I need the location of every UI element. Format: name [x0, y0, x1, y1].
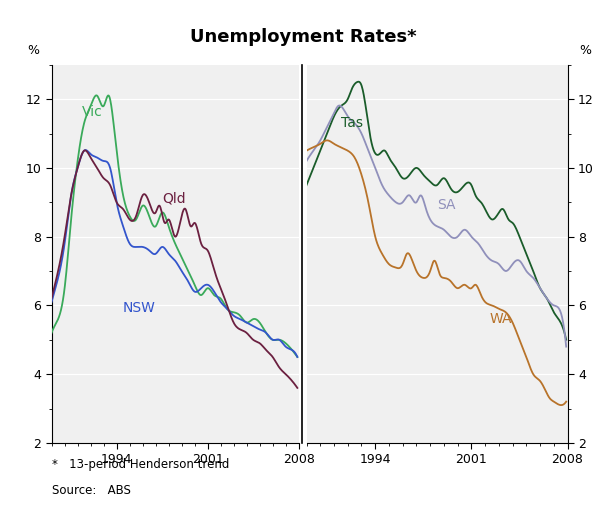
Text: %: % — [27, 44, 39, 57]
Text: Unemployment Rates*: Unemployment Rates* — [190, 28, 417, 47]
Text: Vic: Vic — [81, 105, 102, 119]
Text: Source:   ABS: Source: ABS — [52, 484, 131, 497]
Text: %: % — [579, 44, 591, 57]
Text: *   13-period Henderson trend: * 13-period Henderson trend — [52, 458, 229, 471]
Text: Tas: Tas — [341, 116, 363, 130]
Text: WA: WA — [489, 311, 512, 326]
Text: Qld: Qld — [162, 191, 186, 205]
Text: SA: SA — [437, 198, 455, 212]
Text: NSW: NSW — [123, 301, 156, 315]
